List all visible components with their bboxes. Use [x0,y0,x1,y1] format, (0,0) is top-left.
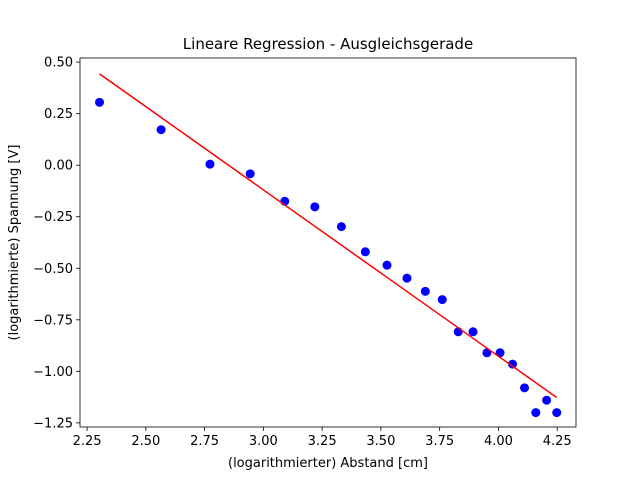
x-tick-label: 4.25 [543,434,572,449]
y-tick-label: 0.50 [44,56,73,71]
data-point [382,260,392,270]
data-point [310,202,320,212]
data-point [360,247,370,257]
data-point [508,359,518,369]
data-point [437,295,447,305]
data-point [205,159,215,169]
data-point [95,97,105,107]
data-point [156,125,166,135]
x-axis-ticks: 2.25 2.50 2.75 3.00 3.25 3.50 3.75 4.00 4.25 [73,427,572,449]
data-point [531,408,541,418]
data-points [95,97,562,418]
x-tick-label: 3.75 [425,434,454,449]
x-tick-label: 2.75 [190,434,219,449]
data-point [468,327,478,337]
data-point [552,408,562,418]
y-tick-label: 0.25 [44,107,73,122]
y-tick-label: 0.00 [44,159,73,174]
x-tick-label: 2.50 [131,434,160,449]
data-point [402,273,412,283]
x-tick-label: 3.00 [249,434,278,449]
y-axis-ticks: 0.50 0.25 0.00 −0.25 −0.50 −0.75 −1.00 −1.25 [33,56,80,431]
y-tick-label: −1.00 [33,365,73,380]
y-tick-label: −0.25 [33,210,73,225]
x-tick-label: 4.00 [484,434,513,449]
plot-area [80,58,576,427]
x-tick-label: 3.50 [366,434,395,449]
regression-line [99,73,558,399]
y-tick-label: −0.75 [33,313,73,328]
x-tick-label: 3.25 [308,434,337,449]
x-axis-label: (logarithmierter) Abstand [cm] [228,456,428,471]
plot-frame [79,57,577,428]
chart-title: Lineare Regression - Ausgleichsgerade [183,35,473,53]
x-tick-label: 2.25 [73,434,102,449]
data-point [245,169,255,179]
data-point [420,286,430,296]
data-point [520,383,530,393]
data-point [542,395,552,405]
y-axis-label: (logarithmierte) Spannung [V] [7,145,22,341]
data-point [336,222,346,232]
y-tick-label: −0.50 [33,262,73,277]
y-tick-label: −1.25 [33,416,73,431]
